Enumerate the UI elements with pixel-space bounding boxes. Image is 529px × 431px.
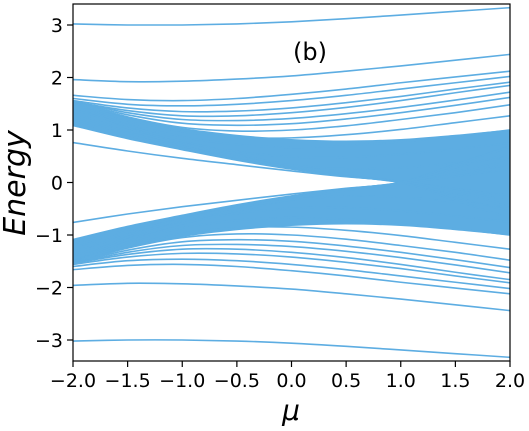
- energy-level-line: [73, 195, 510, 262]
- energy-level-line: [73, 108, 510, 197]
- y-tick-label: 1: [51, 120, 63, 142]
- energy-level-line: [73, 120, 510, 219]
- energy-level-line: [73, 112, 510, 206]
- energy-level-line: [73, 163, 510, 224]
- x-tick-label: 1.5: [440, 370, 470, 392]
- energy-level-line: [73, 81, 510, 113]
- y-axis-label: Energy: [0, 129, 33, 236]
- energy-level-line: [73, 282, 510, 312]
- energy-level-line: [73, 75, 510, 107]
- energy-level-line: [73, 101, 510, 149]
- energy-level-line: [73, 152, 510, 249]
- energy-level-line: [73, 101, 510, 139]
- energy-level-line: [73, 263, 510, 295]
- y-tick-label: −1: [35, 225, 63, 247]
- energy-level-line: [73, 226, 510, 264]
- x-tick-label: 0.5: [331, 370, 361, 392]
- x-tick-label: −1.0: [159, 370, 205, 392]
- x-tick-label: 1.0: [386, 370, 416, 392]
- y-tick-label: 0: [51, 173, 63, 195]
- y-tick-label: −3: [35, 330, 63, 352]
- y-tick-label: −2: [35, 278, 63, 300]
- energy-level-line: [73, 252, 510, 284]
- energy-level-line: [73, 233, 510, 264]
- x-tick-label: −2.0: [50, 370, 96, 392]
- energy-level-line: [73, 91, 510, 122]
- x-tick-label: 0.0: [276, 370, 306, 392]
- x-axis-ticks: −2.0 −1.5 −1.0 −0.5 0.0 0.5 1.0 1.5 2.0: [50, 361, 525, 392]
- energy-level-line: [73, 70, 510, 102]
- energy-level-line: [73, 339, 510, 359]
- energy-level-line: [73, 84, 510, 118]
- energy-level-lines: [73, 6, 510, 359]
- energy-level-line: [73, 238, 510, 269]
- energy-level-line: [73, 216, 510, 264]
- energy-level-line: [73, 6, 510, 26]
- x-tick-label: −1.5: [105, 370, 151, 392]
- x-axis-label: μ: [281, 394, 300, 427]
- energy-level-line: [73, 258, 510, 290]
- energy-level-line: [73, 141, 510, 202]
- energy-level-line: [73, 247, 510, 281]
- energy-level-line: [73, 96, 510, 127]
- x-tick-label: −0.5: [214, 370, 260, 392]
- y-tick-label: 2: [51, 68, 63, 90]
- energy-level-line: [73, 53, 510, 83]
- energy-level-line: [73, 243, 510, 274]
- energy-level-line: [73, 101, 510, 132]
- energy-level-line: [73, 206, 510, 263]
- x-tick-label: 2.0: [495, 370, 525, 392]
- panel-label: (b): [293, 38, 327, 66]
- y-axis-ticks: 3 2 1 0 −1 −2 −3: [35, 15, 73, 352]
- y-tick-label: 3: [51, 15, 63, 37]
